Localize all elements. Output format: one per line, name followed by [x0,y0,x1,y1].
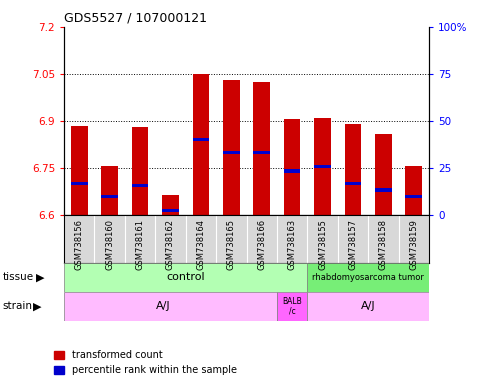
Text: GSM738162: GSM738162 [166,219,175,270]
Bar [193,74,209,215]
Text: GSM738163: GSM738163 [287,219,297,270]
Bar [314,118,331,215]
Bar [162,195,179,215]
Bar [64,292,277,321]
Text: rhabdomyosarcoma tumor: rhabdomyosarcoma tumor [312,273,424,282]
Bar [64,263,307,292]
Bar [284,169,300,173]
Bar [132,184,148,187]
Text: A/J: A/J [361,301,375,311]
Text: GSM738164: GSM738164 [196,219,206,270]
Bar [162,209,179,212]
Bar [277,292,307,321]
Text: GSM738158: GSM738158 [379,219,388,270]
Bar [223,80,240,215]
Text: GSM738155: GSM738155 [318,219,327,270]
Text: ▶: ▶ [36,272,44,283]
Text: tissue: tissue [2,272,34,283]
Bar [223,151,240,154]
Bar [284,119,300,215]
Bar [375,134,391,215]
Text: GSM738161: GSM738161 [136,219,144,270]
Bar [253,151,270,154]
Text: ▶: ▶ [33,301,41,311]
Bar [345,182,361,185]
Text: GSM738159: GSM738159 [409,219,418,270]
Text: GSM738157: GSM738157 [349,219,357,270]
Text: GSM738166: GSM738166 [257,219,266,270]
Bar [71,126,88,215]
Text: control: control [166,272,205,283]
Text: A/J: A/J [156,301,170,311]
Bar [102,195,118,198]
Bar [71,182,88,185]
Bar [193,138,209,141]
Bar [132,127,148,215]
Bar [375,188,391,192]
Legend: transformed count, percentile rank within the sample: transformed count, percentile rank withi… [54,351,237,375]
Bar [307,263,429,292]
Bar [405,166,422,215]
Text: GDS5527 / 107000121: GDS5527 / 107000121 [64,11,207,24]
Bar [102,166,118,215]
Text: GSM738156: GSM738156 [75,219,84,270]
Bar [345,124,361,215]
Bar [253,82,270,215]
Bar [307,292,429,321]
Text: strain: strain [2,301,33,311]
Bar [405,195,422,198]
Bar [314,165,331,168]
Text: BALB
/c: BALB /c [282,297,302,316]
Text: GSM738165: GSM738165 [227,219,236,270]
Text: GSM738160: GSM738160 [105,219,114,270]
